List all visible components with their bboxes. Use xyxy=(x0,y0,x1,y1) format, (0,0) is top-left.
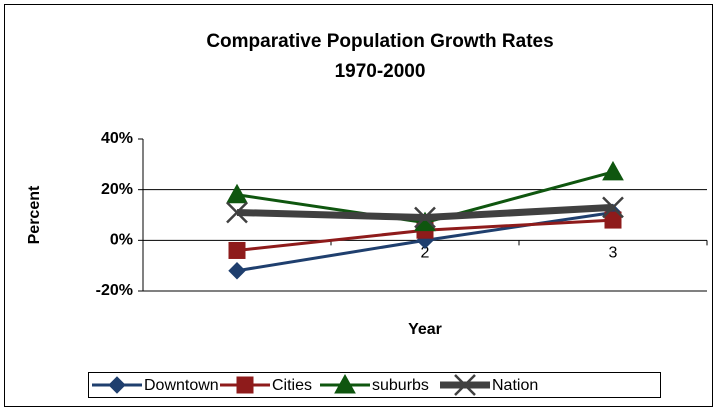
marker xyxy=(236,376,254,394)
marker xyxy=(226,183,248,204)
legend-label: Downtown xyxy=(144,377,219,394)
marker xyxy=(334,373,356,394)
y-tick-label: 20% xyxy=(101,181,133,198)
y-tick-label: 40% xyxy=(101,130,133,147)
marker xyxy=(604,211,622,229)
y-tick-label: 0% xyxy=(110,232,133,249)
legend-label: Cities xyxy=(272,377,312,394)
y-axis-title: Percent xyxy=(26,185,43,244)
marker xyxy=(226,201,248,224)
legend-label: Nation xyxy=(492,377,538,394)
chart-subtitle: 1970-2000 xyxy=(335,61,426,82)
marker xyxy=(228,241,246,259)
marker xyxy=(602,160,624,181)
marker xyxy=(228,262,246,280)
legend-box xyxy=(88,372,661,398)
marker xyxy=(602,196,624,219)
x-axis-title: Year xyxy=(408,321,442,338)
marker xyxy=(108,376,126,394)
chart-title: Comparative Population Growth Rates xyxy=(206,31,553,52)
marker xyxy=(454,374,476,396)
y-tick-label: -20% xyxy=(96,282,133,299)
marker xyxy=(414,206,436,229)
x-tick-label: 2 xyxy=(421,245,430,262)
x-tick-label: 3 xyxy=(609,245,618,262)
legend-label: suburbs xyxy=(372,377,429,394)
